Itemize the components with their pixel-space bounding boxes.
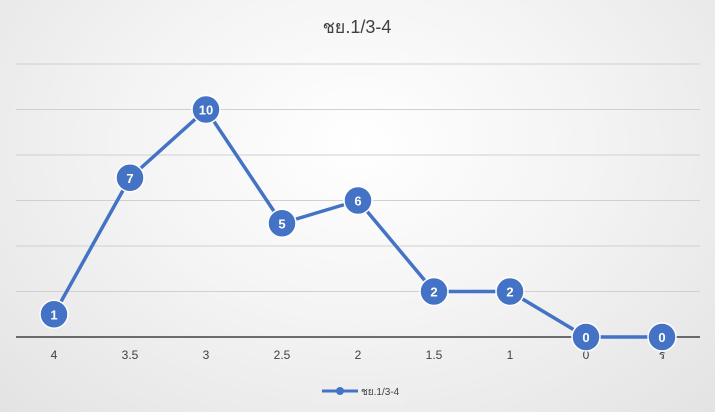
x-tick-labels: 4 3.5 3 2.5 2 1.5 1 0 ร — [51, 348, 666, 362]
data-point — [115, 163, 145, 193]
data-point — [571, 322, 601, 352]
data-label: 7 — [126, 171, 133, 186]
x-tick-label: 3 — [203, 348, 210, 362]
data-label: 6 — [354, 194, 361, 209]
data-label: 0 — [582, 330, 589, 345]
x-tick-label: 4 — [51, 348, 58, 362]
x-tick-label: 2.5 — [274, 348, 291, 362]
data-point — [39, 299, 69, 329]
data-label: 5 — [278, 216, 285, 231]
data-point — [343, 185, 373, 216]
x-tick-label: 2 — [355, 348, 362, 362]
legend-entry: ชย.1/3-4 — [361, 387, 400, 398]
data-point — [647, 322, 677, 352]
x-tick-label: ร — [659, 348, 666, 362]
legend-swatch-marker — [336, 387, 344, 395]
x-tick-label: 1.5 — [426, 348, 443, 362]
data-point — [191, 94, 221, 125]
chart-title: ชย.1/3-4 — [323, 17, 392, 37]
data-label: 0 — [658, 330, 665, 345]
data-point — [495, 276, 525, 307]
data-label: 1 — [50, 307, 57, 322]
x-tick-label: 1 — [507, 348, 514, 362]
data-point — [267, 208, 297, 238]
x-tick-label: 0 — [583, 348, 590, 362]
legend: ชย.1/3-4 — [312, 378, 404, 405]
data-label: 2 — [506, 285, 513, 300]
x-tick-label: 3.5 — [122, 348, 139, 362]
series-line — [52, 107, 662, 339]
series-layer: 1 7 10 5 6 2 2 0 0 — [39, 94, 677, 352]
data-label: 10 — [199, 103, 213, 118]
data-label: 2 — [430, 285, 437, 300]
data-point — [419, 276, 449, 307]
